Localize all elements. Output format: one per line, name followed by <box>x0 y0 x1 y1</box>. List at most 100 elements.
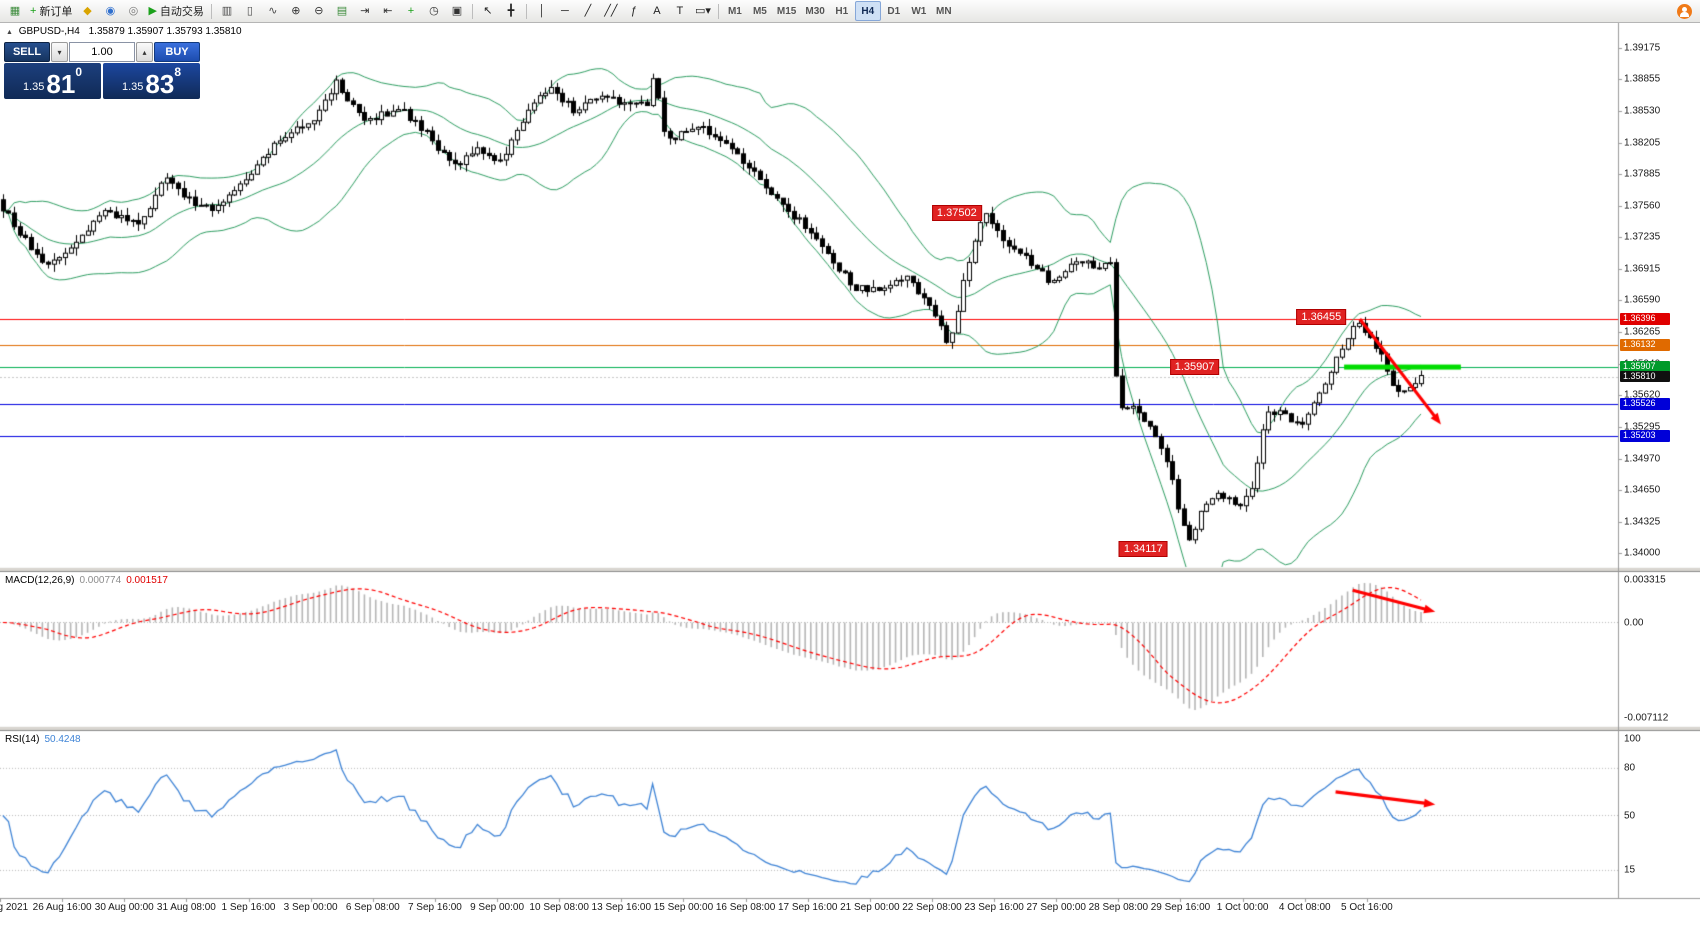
timeframe-d1-button[interactable]: D1 <box>882 2 906 20</box>
buy-price-big: 83 <box>145 68 175 99</box>
volume-input[interactable] <box>69 42 135 62</box>
rsi-axis-label: 15 <box>1624 864 1636 876</box>
timeframe-m15-button-label: M15 <box>776 5 797 17</box>
rsi-value: 50.4248 <box>44 734 81 745</box>
tile-windows-icon[interactable]: ▤ <box>331 2 353 20</box>
sell-price-main: 1.35 <box>22 81 45 93</box>
account-avatar-icon[interactable] <box>1677 3 1692 19</box>
vertical-line-icon: │ <box>538 4 546 17</box>
zoom-in-icon: ⊕ <box>291 4 301 17</box>
price-tick-label: 1.37235 <box>1624 231 1661 243</box>
trade-panel-prices: 1.35 81 0 1.35 83 8 <box>4 63 200 99</box>
shapes-icon[interactable]: ▭▾ <box>692 2 714 20</box>
time-axis-label: 31 Aug 08:00 <box>156 902 216 913</box>
indicator-list-icon: ◆ <box>83 4 92 17</box>
price-tick-label: 1.34970 <box>1624 453 1661 465</box>
time-axis-label: 23 Sep 16:00 <box>964 902 1024 913</box>
volume-up-button[interactable]: ▴ <box>136 42 153 62</box>
auto-scroll-icon[interactable]: ⇥ <box>354 2 376 20</box>
chart-shift-icon: ⇤ <box>383 4 393 17</box>
price-callout[interactable]: 1.37502 <box>931 205 982 222</box>
price-axis-badge: 1.36396 <box>1620 313 1670 326</box>
label-icon[interactable]: T <box>669 2 691 20</box>
time-axis-label: 3 Sep 00:00 <box>283 902 338 913</box>
fibonacci-icon[interactable]: ƒ <box>623 2 645 20</box>
timeframe-m30-button[interactable]: M30 <box>801 2 828 20</box>
candle-chart-icon: ▯ <box>246 4 253 17</box>
channel-icon: ╱╱ <box>604 4 618 17</box>
channel-icon[interactable]: ╱╱ <box>600 2 622 20</box>
vertical-line-icon[interactable]: │ <box>531 2 553 20</box>
autotrade-button-label: 自动交易 <box>159 6 204 18</box>
bar-chart-icon[interactable]: ▥ <box>216 2 238 20</box>
price-tick-label: 1.38530 <box>1624 105 1661 117</box>
price-axis-badge: 1.36132 <box>1620 339 1670 352</box>
timeframe-w1-button-label: W1 <box>911 5 927 17</box>
time-axis-label: 29 Sep 16:00 <box>1150 902 1211 913</box>
timeframe-w1-button[interactable]: W1 <box>907 2 931 20</box>
candle-chart-icon[interactable]: ▯ <box>239 2 261 20</box>
price-callout[interactable]: 1.35907 <box>1169 359 1220 376</box>
horizontal-line-icon[interactable]: ─ <box>554 2 576 20</box>
timeframe-m5-button[interactable]: M5 <box>748 2 772 20</box>
price-axis-badge: 1.35203 <box>1620 429 1670 442</box>
sell-button[interactable]: SELL <box>4 42 50 62</box>
timeframe-mn-button[interactable]: MN <box>932 2 956 20</box>
cursor-icon[interactable]: ↖ <box>477 2 499 20</box>
new-chart-icon[interactable]: ▦ <box>4 2 26 20</box>
period-selector-icon[interactable]: ◷ <box>423 2 445 20</box>
text-icon[interactable]: A <box>646 2 668 20</box>
navigator-icon[interactable]: ◎ <box>122 2 144 20</box>
horizontal-line-icon: ─ <box>561 4 569 17</box>
market-watch-icon[interactable]: ◉ <box>99 2 121 20</box>
timeframe-h4-button[interactable]: H4 <box>854 1 881 21</box>
zoom-out-icon: ⊖ <box>314 4 324 17</box>
price-callout[interactable]: 1.34117 <box>1118 541 1168 558</box>
time-axis-label: 28 Sep 08:00 <box>1088 902 1149 913</box>
price-callout[interactable]: 1.36455 <box>1296 308 1347 325</box>
time-axis-label: 7 Sep 16:00 <box>407 902 462 913</box>
time-axis-label: 15 Sep 00:00 <box>653 902 714 913</box>
timeframe-m5-button-label: M5 <box>752 5 767 17</box>
time-axis-label: 5 Oct 16:00 <box>1341 902 1393 913</box>
zoom-in-icon[interactable]: ⊕ <box>285 2 307 20</box>
new-order-button[interactable]: + 新订单 <box>27 2 75 20</box>
macd-main-value: 0.000774 <box>79 575 122 586</box>
crosshair-icon[interactable]: ╋ <box>500 2 522 20</box>
zoom-out-icon[interactable]: ⊖ <box>308 2 330 20</box>
avatar-head <box>1682 6 1687 12</box>
price-tick-label: 1.37885 <box>1624 168 1661 180</box>
add-indicator-icon[interactable]: + <box>400 2 422 20</box>
buy-price-panel[interactable]: 1.35 83 8 <box>103 63 200 99</box>
autotrade-button[interactable]: ▶ 自动交易 <box>145 2 206 20</box>
auto-scroll-icon: ⇥ <box>360 4 370 17</box>
line-chart-icon[interactable]: ∿ <box>262 2 284 20</box>
time-axis-label: 17 Sep 16:00 <box>777 902 838 913</box>
timeframe-m15-button[interactable]: M15 <box>773 2 800 20</box>
price-axis-badge: 1.35907 <box>1620 361 1670 374</box>
toolbar-separator <box>471 3 473 19</box>
timeframe-h1-button[interactable]: H1 <box>830 2 854 20</box>
time-axis-label: 30 Aug 00:00 <box>94 902 154 913</box>
timeframe-m1-button[interactable]: M1 <box>723 2 747 20</box>
price-tick-label: 1.37560 <box>1624 200 1661 212</box>
time-axis-label: 13 Sep 16:00 <box>591 902 652 913</box>
buy-button[interactable]: BUY <box>154 42 200 62</box>
label-icon: T <box>676 4 684 17</box>
indicator-list-icon[interactable]: ◆ <box>76 2 98 20</box>
sell-price-panel[interactable]: 1.35 81 0 <box>4 63 101 99</box>
trendline-icon[interactable]: ╱ <box>577 2 599 20</box>
volume-down-button[interactable]: ▾ <box>51 42 68 62</box>
time-axis-label: 22 Sep 08:00 <box>902 902 962 913</box>
timeframe-h4-button-label: H4 <box>861 5 875 17</box>
chart-shift-icon[interactable]: ⇤ <box>377 2 399 20</box>
add-indicator-icon: + <box>407 4 415 17</box>
sell-price-sup: 0 <box>75 65 83 79</box>
timeframe-mn-button-label: MN <box>936 5 952 17</box>
time-axis-label: 1 Oct 00:00 <box>1216 902 1269 913</box>
template-icon[interactable]: ▣ <box>446 2 468 20</box>
trade-panel-controls: SELL ▾ ▴ BUY <box>4 42 200 62</box>
navigator-icon: ◎ <box>128 4 139 17</box>
macd-name: MACD(12,26,9) <box>5 575 75 586</box>
